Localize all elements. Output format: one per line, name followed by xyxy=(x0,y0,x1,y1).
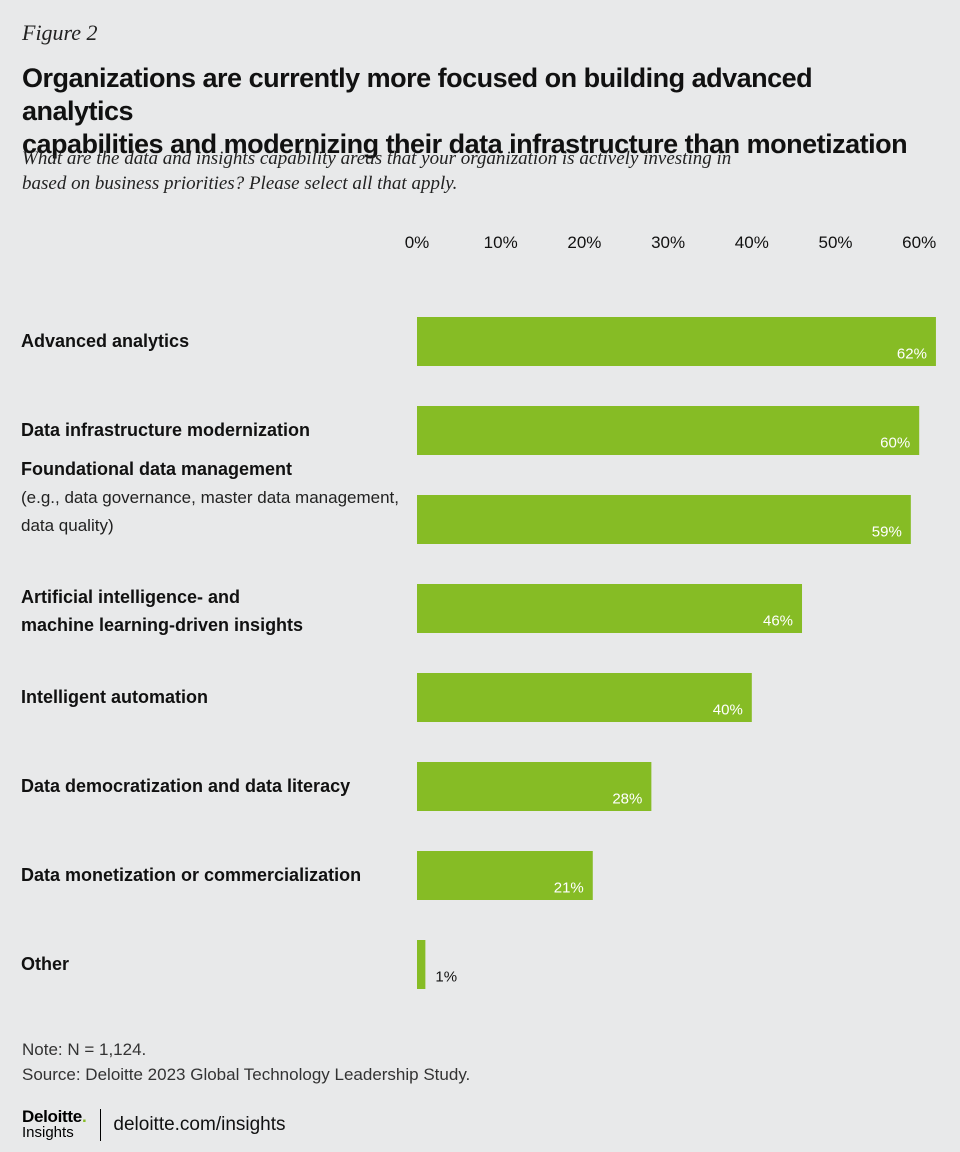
bar xyxy=(417,762,652,811)
bar-value-label: 21% xyxy=(554,880,584,897)
x-tick-label: 30% xyxy=(651,233,685,252)
category-label: Intelligent automation xyxy=(21,687,208,707)
deloitte-insights-logo[interactable]: Deloitte. Insights xyxy=(22,1107,87,1141)
category-label: Foundational data management xyxy=(21,459,292,479)
footer-divider xyxy=(100,1109,102,1141)
bar-value-label: 40% xyxy=(713,702,743,719)
category-detail-label: data quality) xyxy=(21,516,114,535)
website-link[interactable]: deloitte.com/insights xyxy=(113,1114,286,1135)
logo-sub: Insights xyxy=(22,1124,74,1141)
category-label: machine learning-driven insights xyxy=(21,615,303,635)
footer: Deloitte. Insights deloitte.com/insights xyxy=(22,1104,286,1146)
logo-dot: . xyxy=(81,1107,87,1126)
chart-subtitle: What are the data and insights capabilit… xyxy=(22,146,922,196)
category-label: Advanced analytics xyxy=(21,331,189,351)
chart-title-line-2: capabilities and modernizing their data … xyxy=(22,129,908,159)
bar-value-label: 62% xyxy=(897,346,927,363)
chart-subtitle-line-2: based on business priorities? Please sel… xyxy=(22,173,458,194)
chart-title: Organizations are currently more focused… xyxy=(22,62,922,161)
bar-value-label: 1% xyxy=(435,969,457,986)
source-text: Source: Deloitte 2023 Global Technology … xyxy=(22,1065,471,1084)
bar-value-label: 28% xyxy=(612,791,642,808)
figure-label: Figure 2 xyxy=(22,20,98,45)
bar-value-label: 60% xyxy=(880,435,910,452)
x-tick-label: 50% xyxy=(818,233,852,252)
bar-chart: 0% 10% 20% 30% 40% 50% 60% 62% Advanced analytic… xyxy=(21,233,936,989)
category-label: Artificial intelligence- and xyxy=(21,587,240,607)
x-tick-label: 20% xyxy=(567,233,601,252)
bar xyxy=(417,851,593,900)
bar xyxy=(417,940,426,989)
logo-brand: Deloitte. xyxy=(22,1107,87,1126)
category-label: Data monetization or commercialization xyxy=(21,865,361,885)
x-tick-label: 40% xyxy=(735,233,769,252)
note-text: Note: N = 1,124. xyxy=(22,1040,147,1059)
category-label: Data democratization and data literacy xyxy=(21,776,350,796)
bar xyxy=(417,406,920,455)
x-tick-label: 0% xyxy=(405,233,430,252)
category-label: Other xyxy=(21,954,69,974)
x-tick-label: 10% xyxy=(484,233,518,252)
bar-value-label: 59% xyxy=(872,524,902,541)
chart-subtitle-line-1: What are the data and insights capabilit… xyxy=(22,148,732,169)
logo-brand-text: Deloitte xyxy=(22,1107,82,1126)
bar xyxy=(417,317,936,366)
chart-title-line-1: Organizations are currently more focused… xyxy=(22,63,813,126)
category-label: Data infrastructure modernization xyxy=(21,420,310,440)
chart-notes: Note: N = 1,124. Source: Deloitte 2023 G… xyxy=(22,1037,470,1087)
bar xyxy=(417,495,911,544)
x-tick-label: 60% xyxy=(902,233,936,252)
bar-value-label: 46% xyxy=(763,613,793,630)
bar xyxy=(417,584,803,633)
category-detail-label: (e.g., data governance, master data mana… xyxy=(21,488,399,507)
bar xyxy=(417,673,752,722)
